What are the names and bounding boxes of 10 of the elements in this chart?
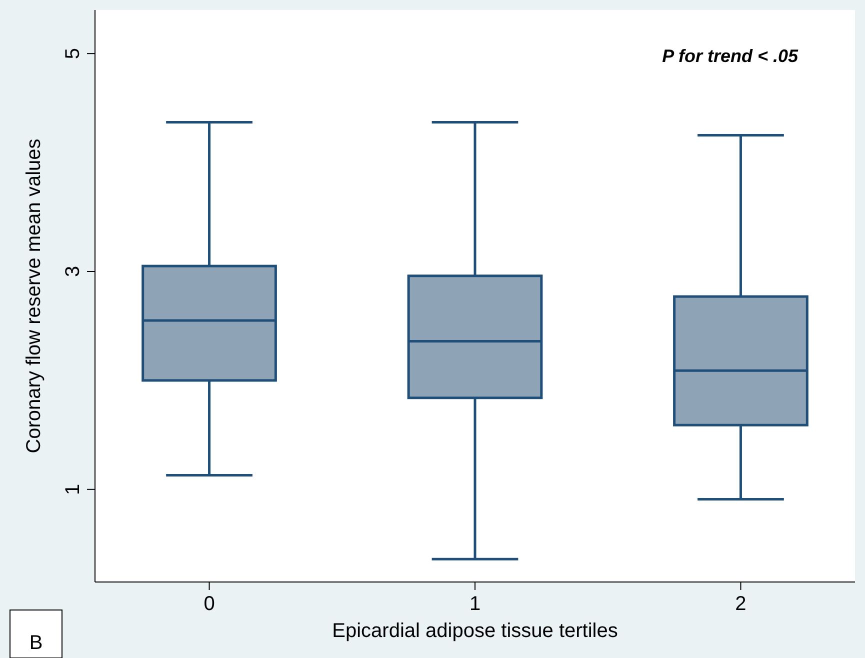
x-tick-label: 0 [204, 593, 215, 615]
y-tick-label: 3 [62, 266, 84, 278]
x-tick-label: 1 [469, 593, 481, 615]
annotation: P for trend < .05 [662, 46, 799, 66]
y-tick-label: 5 [62, 48, 84, 60]
y-axis-title: Coronary flow reserve mean values [23, 138, 45, 454]
x-axis-title: Epicardial adipose tissue tertiles [332, 620, 618, 642]
x-tick-label: 2 [735, 593, 746, 615]
y-tick-label: 1 [62, 484, 84, 495]
text: B [29, 632, 43, 654]
